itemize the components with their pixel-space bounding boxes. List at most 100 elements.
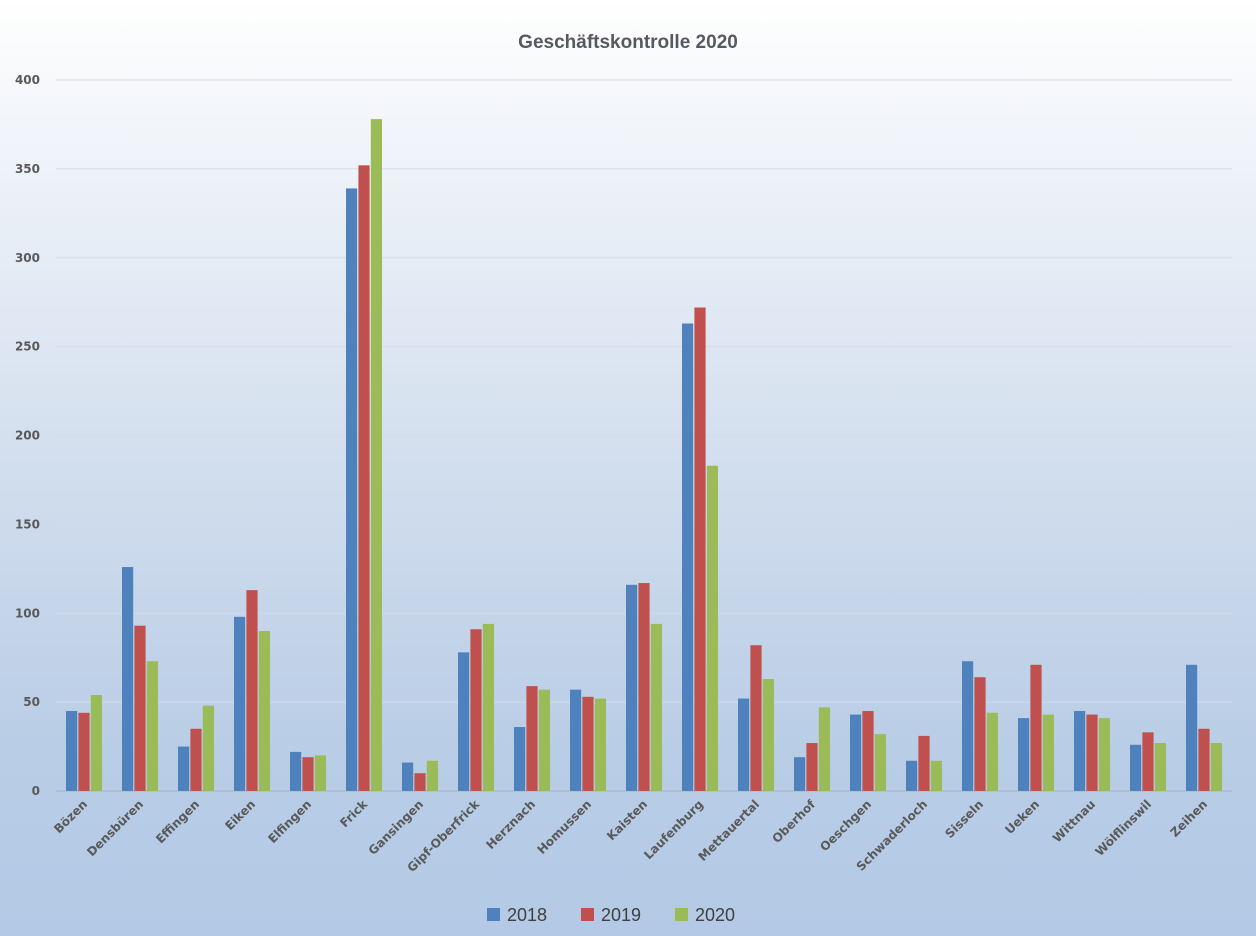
- bar-2020: [818, 707, 830, 791]
- x-tick-label: Zeihen: [1168, 797, 1211, 840]
- bar-2018: [122, 567, 134, 791]
- legend-swatch-2020: [675, 908, 688, 921]
- bar-2019: [190, 728, 202, 791]
- bar-group: [66, 695, 102, 791]
- x-tick-label: Eiken: [222, 797, 258, 833]
- x-tick-label: Kaisten: [604, 797, 650, 843]
- bar-2019: [414, 773, 426, 791]
- bar-2020: [1154, 743, 1166, 791]
- bar-group: [346, 119, 382, 792]
- bar-2018: [346, 188, 358, 792]
- x-tick-label: Densbüren: [84, 797, 146, 859]
- x-tick-label: Frick: [337, 797, 371, 831]
- bar-group: [122, 567, 158, 791]
- y-tick-label: 250: [15, 340, 40, 354]
- bar-group: [850, 711, 886, 791]
- bar-group: [794, 707, 830, 791]
- bar-2018: [738, 698, 750, 791]
- bar-2020: [650, 623, 662, 791]
- bar-2020: [482, 623, 494, 791]
- bar-group: [962, 661, 998, 791]
- bar-2019: [638, 583, 650, 791]
- bar-2019: [750, 645, 762, 791]
- bar-2018: [1074, 711, 1086, 791]
- bar-2019: [134, 625, 146, 791]
- x-tick-label: Herznach: [483, 797, 538, 852]
- bar-2018: [962, 661, 974, 791]
- y-tick-label: 150: [15, 517, 40, 531]
- bar-2018: [626, 584, 638, 791]
- bar-2019: [302, 757, 314, 791]
- bar-group: [626, 583, 662, 791]
- x-tick-label: Homussen: [535, 797, 595, 857]
- y-tick-label: 350: [15, 162, 40, 176]
- bar-group: [738, 645, 774, 791]
- bar-group: [906, 735, 942, 791]
- bar-2020: [538, 689, 550, 791]
- x-tick-label: Elfingen: [265, 797, 314, 846]
- bar-2019: [1030, 664, 1042, 791]
- chart-title: Geschäftskontrolle 2020: [518, 32, 738, 53]
- bar-2020: [1098, 718, 1110, 791]
- bar-group: [682, 307, 718, 791]
- bar-2018: [1018, 718, 1030, 791]
- bar-2020: [1210, 743, 1222, 791]
- bar-2018: [570, 689, 582, 791]
- bar-2019: [470, 629, 482, 791]
- x-tick-label: Oberhof: [769, 797, 818, 846]
- bar-2020: [1042, 714, 1054, 791]
- bar-2020: [146, 661, 158, 791]
- bar-2019: [1142, 732, 1154, 791]
- bar-2020: [314, 755, 326, 791]
- bar-2019: [358, 165, 370, 791]
- y-tick-label: 50: [23, 695, 40, 709]
- bar-2018: [794, 757, 806, 791]
- x-tick-label: Wittnau: [1050, 797, 1098, 845]
- bar-group: [1018, 664, 1054, 791]
- bar-2019: [246, 590, 258, 791]
- bar-2018: [66, 711, 78, 791]
- bar-2020: [202, 705, 214, 791]
- bar-2020: [986, 712, 998, 791]
- bar-2018: [682, 323, 694, 791]
- y-tick-label: 0: [32, 784, 40, 798]
- bar-group: [290, 751, 326, 791]
- bar-2020: [874, 734, 886, 791]
- bar-2018: [458, 652, 470, 791]
- y-tick-label: 300: [15, 251, 40, 265]
- bar-2018: [402, 762, 414, 791]
- bar-group: [570, 689, 606, 791]
- bar-group: [402, 760, 438, 791]
- bar-2018: [234, 616, 246, 791]
- legend-label: 2018: [507, 905, 547, 925]
- bar-group: [1130, 732, 1166, 791]
- x-tick-label: Ueken: [1002, 797, 1042, 837]
- bar-group: [1186, 664, 1222, 791]
- legend-swatch-2018: [487, 908, 500, 921]
- x-tick-label: Oeschgen: [817, 797, 874, 854]
- legend-label: 2020: [695, 905, 735, 925]
- bar-2019: [78, 712, 90, 791]
- bar-2020: [258, 631, 270, 791]
- bar-group: [458, 623, 494, 791]
- bar-2019: [582, 696, 594, 791]
- bar-2018: [514, 727, 526, 791]
- bar-2020: [594, 698, 606, 791]
- bar-2019: [526, 686, 538, 791]
- legend-swatch-2019: [581, 908, 594, 921]
- y-axis-ticks: 0 50 100 150 200 250 300 350 400: [15, 73, 40, 798]
- bar-2018: [906, 760, 918, 791]
- bar-2019: [974, 677, 986, 791]
- bar-2019: [806, 743, 818, 791]
- bar-2020: [90, 695, 102, 791]
- x-tick-label: Bözen: [51, 797, 90, 836]
- bar-2018: [1130, 744, 1142, 791]
- bar-2019: [694, 307, 706, 791]
- bar-2019: [918, 735, 930, 791]
- bar-2018: [1186, 664, 1198, 791]
- bar-group: [1074, 711, 1110, 791]
- bar-2019: [1086, 714, 1098, 791]
